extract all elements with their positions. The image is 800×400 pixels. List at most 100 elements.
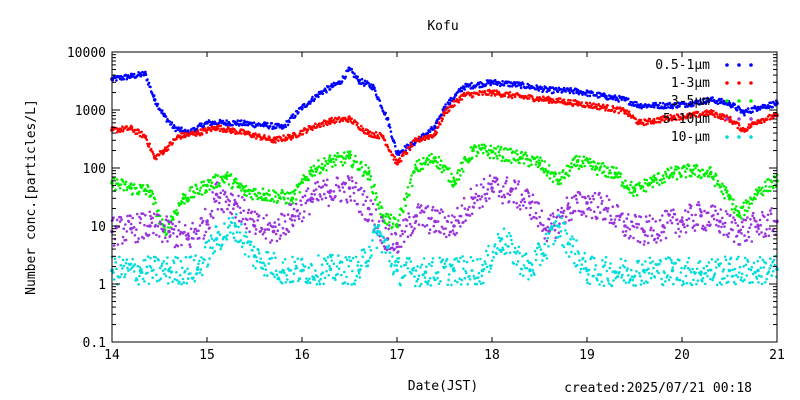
scatter-point — [392, 270, 396, 274]
scatter-point — [186, 267, 189, 271]
scatter-point — [500, 159, 504, 163]
scatter-point — [151, 276, 154, 280]
scatter-point — [743, 213, 746, 217]
scatter-point — [428, 277, 432, 280]
scatter-point — [621, 273, 624, 277]
scatter-point — [738, 243, 742, 246]
scatter-point — [770, 207, 774, 210]
scatter-point — [622, 220, 626, 223]
scatter-point — [132, 226, 136, 229]
scatter-point — [413, 143, 416, 147]
legend-marker — [725, 99, 729, 103]
data-point — [423, 270, 428, 275]
scatter-point — [218, 182, 221, 185]
scatter-point — [536, 96, 539, 99]
scatter-point — [685, 281, 689, 285]
scatter-point — [726, 235, 730, 239]
scatter-point — [715, 283, 719, 287]
scatter-point — [198, 236, 201, 240]
scatter-point — [511, 187, 515, 191]
scatter-point — [389, 150, 393, 154]
scatter-point — [406, 143, 410, 147]
scatter-point — [738, 265, 742, 269]
scatter-point — [499, 148, 502, 151]
scatter-point — [217, 127, 220, 130]
scatter-point — [334, 158, 338, 161]
scatter-point — [754, 197, 757, 201]
scatter-point — [526, 189, 529, 193]
scatter-point — [555, 224, 558, 228]
scatter-point — [761, 258, 765, 262]
scatter-point — [551, 180, 555, 183]
scatter-point — [230, 212, 234, 216]
scatter-point — [598, 211, 602, 214]
scatter-point — [639, 283, 643, 286]
scatter-point — [768, 227, 771, 231]
scatter-point — [694, 166, 697, 170]
scatter-point — [364, 199, 368, 203]
scatter-point — [592, 102, 595, 105]
scatter-point — [293, 219, 297, 222]
scatter-point — [311, 95, 314, 99]
scatter-point — [516, 183, 520, 186]
scatter-point — [643, 178, 646, 181]
scatter-point — [740, 129, 743, 133]
scatter-point — [652, 117, 656, 121]
scatter-point — [429, 284, 433, 287]
scatter-point — [766, 213, 770, 217]
scatter-point — [572, 237, 575, 241]
scatter-point — [454, 182, 458, 185]
scatter-point — [712, 276, 715, 280]
scatter-point — [647, 119, 650, 123]
scatter-point — [240, 132, 243, 135]
scatter-point — [456, 219, 460, 222]
scatter-point — [698, 271, 701, 275]
scatter-point — [488, 174, 492, 177]
scatter-point — [669, 166, 673, 169]
scatter-point — [223, 192, 226, 196]
scatter-point — [460, 204, 464, 207]
scatter-point — [642, 123, 646, 127]
scatter-point — [609, 171, 612, 175]
scatter-point — [671, 118, 674, 121]
scatter-point — [294, 215, 297, 218]
scatter-point — [232, 130, 235, 134]
scatter-point — [704, 271, 708, 275]
scatter-point — [768, 113, 771, 117]
scatter-point — [448, 101, 452, 105]
scatter-point — [345, 118, 349, 121]
scatter-point — [219, 191, 222, 195]
scatter-point — [477, 194, 481, 198]
scatter-point — [514, 187, 518, 190]
scatter-point — [763, 215, 766, 219]
scatter-point — [530, 217, 533, 220]
scatter-point — [201, 219, 205, 223]
scatter-point — [351, 256, 355, 260]
scatter-point — [189, 255, 193, 258]
scatter-point — [439, 159, 443, 162]
scatter-point — [562, 209, 566, 213]
scatter-point — [251, 197, 254, 201]
scatter-point — [497, 194, 501, 198]
scatter-point — [289, 269, 293, 272]
scatter-point — [656, 236, 660, 240]
scatter-point — [403, 230, 407, 233]
scatter-point — [670, 221, 674, 225]
scatter-point — [305, 277, 308, 280]
scatter-point — [436, 125, 440, 129]
scatter-point — [763, 104, 767, 107]
scatter-point — [740, 217, 743, 220]
scatter-point — [285, 201, 288, 205]
scatter-point — [547, 89, 551, 92]
scatter-point — [243, 234, 246, 238]
scatter-point — [498, 154, 501, 157]
scatter-point — [216, 174, 220, 177]
scatter-point — [344, 157, 348, 160]
scatter-point — [659, 260, 663, 263]
scatter-point — [448, 273, 451, 276]
scatter-point — [344, 75, 348, 79]
scatter-point — [327, 159, 331, 162]
scatter-point — [551, 225, 555, 228]
scatter-point — [302, 268, 305, 272]
scatter-point — [141, 212, 145, 215]
